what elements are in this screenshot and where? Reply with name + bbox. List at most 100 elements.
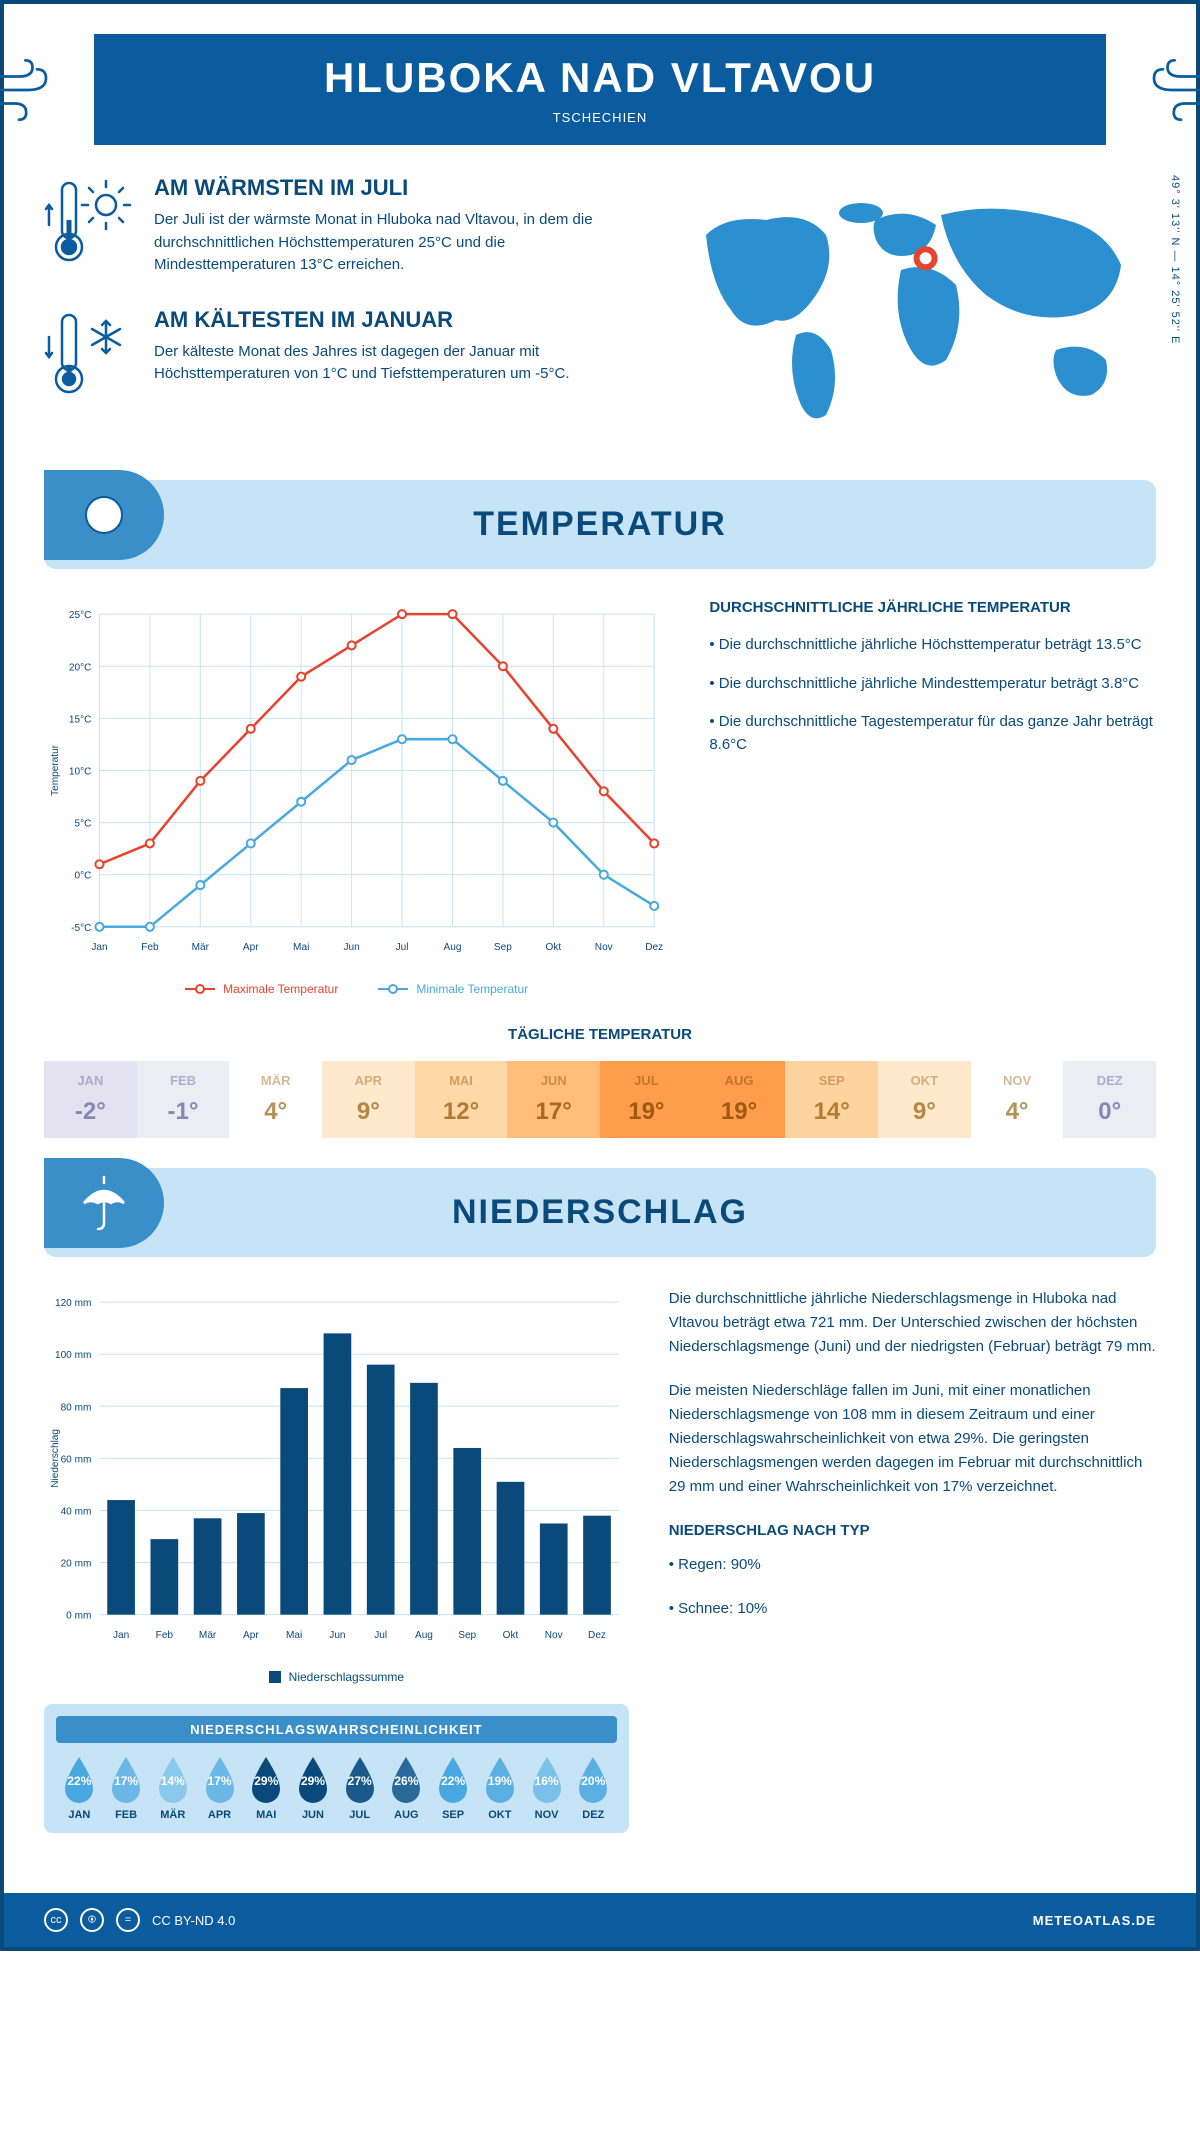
precip-prob-cell: 22%JAN xyxy=(59,1755,99,1821)
precip-prob-cell: 16%NOV xyxy=(527,1755,567,1821)
coordinates-label: 49° 3' 13'' N — 14° 25' 52'' E xyxy=(1169,175,1181,344)
temperature-summary: DURCHSCHNITTLICHE JÄHRLICHE TEMPERATUR •… xyxy=(709,599,1156,996)
warmest-fact: AM WÄRMSTEN IM JULI Der Juli ist der wär… xyxy=(44,175,646,277)
svg-text:Sep: Sep xyxy=(494,942,512,953)
svg-text:Aug: Aug xyxy=(444,942,462,953)
svg-text:Feb: Feb xyxy=(156,1630,174,1641)
svg-text:Niederschlag: Niederschlag xyxy=(50,1429,61,1488)
svg-text:40 mm: 40 mm xyxy=(61,1507,92,1518)
svg-text:0°C: 0°C xyxy=(74,871,91,882)
by-icon: 🅯 xyxy=(80,1908,104,1932)
svg-text:Aug: Aug xyxy=(415,1630,433,1641)
svg-text:Okt: Okt xyxy=(503,1630,519,1641)
precip-prob-cell: 27%JUL xyxy=(340,1755,380,1821)
svg-text:Mai: Mai xyxy=(286,1630,302,1641)
precip-prob-cell: 19%OKT xyxy=(480,1755,520,1821)
svg-text:Mai: Mai xyxy=(293,942,309,953)
daily-temp-cell: DEZ0° xyxy=(1063,1061,1156,1138)
daily-temp-cell: AUG19° xyxy=(693,1061,786,1138)
svg-text:Okt: Okt xyxy=(545,942,561,953)
svg-text:Apr: Apr xyxy=(243,1630,259,1641)
temperature-section-header: TEMPERATUR xyxy=(44,480,1156,569)
temperature-heading: TEMPERATUR xyxy=(84,505,1116,544)
daily-temp-cell: JAN-2° xyxy=(44,1061,137,1138)
precip-prob-cell: 29%JUN xyxy=(293,1755,333,1821)
wind-icon xyxy=(0,55,64,125)
svg-text:Jun: Jun xyxy=(343,942,359,953)
svg-text:Apr: Apr xyxy=(243,942,259,953)
svg-text:Jul: Jul xyxy=(374,1630,387,1641)
umbrella-icon xyxy=(44,1158,164,1248)
svg-text:-5°C: -5°C xyxy=(71,923,91,934)
daily-temp-strip: JAN-2°FEB-1°MÄR4°APR9°MAI12°JUN17°JUL19°… xyxy=(44,1061,1156,1138)
warmest-title: AM WÄRMSTEN IM JULI xyxy=(154,175,646,201)
legend-min-temp: Minimale Temperatur xyxy=(378,982,528,996)
page-header: HLUBOKA NAD VLTAVOU TSCHECHIEN xyxy=(94,34,1106,145)
precip-prob-cell: 22%SEP xyxy=(433,1755,473,1821)
daily-temp-cell: JUN17° xyxy=(507,1061,600,1138)
svg-text:0 mm: 0 mm xyxy=(66,1611,91,1622)
legend-max-temp: Maximale Temperatur xyxy=(185,982,338,996)
thermometer-warm-icon xyxy=(44,175,134,265)
svg-text:80 mm: 80 mm xyxy=(61,1402,92,1413)
precip-prob-cell: 20%DEZ xyxy=(573,1755,613,1821)
svg-text:120 mm: 120 mm xyxy=(55,1298,91,1309)
daily-temp-cell: MAI12° xyxy=(415,1061,508,1138)
svg-text:Mär: Mär xyxy=(199,1630,217,1641)
coldest-fact: AM KÄLTESTEN IM JANUAR Der kälteste Mona… xyxy=(44,307,646,397)
country-label: TSCHECHIEN xyxy=(114,110,1086,125)
svg-text:Nov: Nov xyxy=(595,942,613,953)
daily-temp-cell: MÄR4° xyxy=(229,1061,322,1138)
svg-text:10°C: 10°C xyxy=(69,766,92,777)
thermometer-cold-icon xyxy=(44,307,134,397)
page-footer: cc 🅯 = CC BY-ND 4.0 METEOATLAS.DE xyxy=(4,1893,1196,1947)
temperature-line-chart: -5°C 0°C 5°C 10°C 15°C 20°C 25°C Jan Feb Mär Apr Ma… xyxy=(44,599,669,996)
wind-icon xyxy=(1136,55,1200,125)
daily-temp-cell: SEP14° xyxy=(785,1061,878,1138)
world-map: 49° 3' 13'' N — 14° 25' 52'' E xyxy=(676,175,1156,440)
daily-temp-cell: FEB-1° xyxy=(137,1061,230,1138)
precip-prob-cell: 29%MAI xyxy=(246,1755,286,1821)
svg-text:20 mm: 20 mm xyxy=(61,1559,92,1570)
svg-text:Jun: Jun xyxy=(329,1630,345,1641)
precipitation-section-header: NIEDERSCHLAG xyxy=(44,1168,1156,1257)
precip-prob-cell: 17%FEB xyxy=(106,1755,146,1821)
svg-text:Dez: Dez xyxy=(645,942,663,953)
svg-text:Mär: Mär xyxy=(192,942,210,953)
svg-text:5°C: 5°C xyxy=(74,819,91,830)
daily-temp-heading: TÄGLICHE TEMPERATUR xyxy=(44,1026,1156,1043)
license-label: CC BY-ND 4.0 xyxy=(152,1913,235,1928)
svg-text:Feb: Feb xyxy=(141,942,159,953)
precip-prob-cell: 26%AUG xyxy=(386,1755,426,1821)
svg-text:Jan: Jan xyxy=(91,942,107,953)
precipitation-bar-chart: 0 mm 20 mm 40 mm 60 mm 80 mm 100 mm 120 mm Jan F… xyxy=(44,1287,629,1650)
svg-text:20°C: 20°C xyxy=(69,662,92,673)
location-title: HLUBOKA NAD VLTAVOU xyxy=(114,54,1086,102)
daily-temp-cell: JUL19° xyxy=(600,1061,693,1138)
coldest-text: Der kälteste Monat des Jahres ist dagege… xyxy=(154,341,646,386)
precipitation-heading: NIEDERSCHLAG xyxy=(84,1193,1116,1232)
svg-text:Nov: Nov xyxy=(545,1630,563,1641)
cc-icon: cc xyxy=(44,1908,68,1932)
daily-temp-cell: NOV4° xyxy=(971,1061,1064,1138)
svg-text:60 mm: 60 mm xyxy=(61,1455,92,1466)
daily-temp-cell: APR9° xyxy=(322,1061,415,1138)
daily-temp-cell: OKT9° xyxy=(878,1061,971,1138)
precip-probability-box: NIEDERSCHLAGSWAHRSCHEINLICHKEIT 22%JAN17… xyxy=(44,1704,629,1833)
nd-icon: = xyxy=(116,1908,140,1932)
svg-text:Sep: Sep xyxy=(458,1630,476,1641)
svg-text:Dez: Dez xyxy=(588,1630,606,1641)
svg-text:Jul: Jul xyxy=(396,942,409,953)
svg-text:100 mm: 100 mm xyxy=(55,1350,91,1361)
svg-text:Temperatur: Temperatur xyxy=(50,744,61,796)
coldest-title: AM KÄLTESTEN IM JANUAR xyxy=(154,307,646,333)
precip-prob-cell: 14%MÄR xyxy=(153,1755,193,1821)
precipitation-summary: Die durchschnittliche jährliche Niedersc… xyxy=(669,1287,1156,1833)
brand-label: METEOATLAS.DE xyxy=(1033,1913,1156,1928)
svg-text:25°C: 25°C xyxy=(69,610,92,621)
warmest-text: Der Juli ist der wärmste Monat in Hlubok… xyxy=(154,209,646,277)
svg-text:Jan: Jan xyxy=(113,1630,129,1641)
sun-icon xyxy=(44,470,164,560)
legend-precip-sum: Niederschlagssumme xyxy=(269,1670,404,1684)
svg-text:15°C: 15°C xyxy=(69,714,92,725)
